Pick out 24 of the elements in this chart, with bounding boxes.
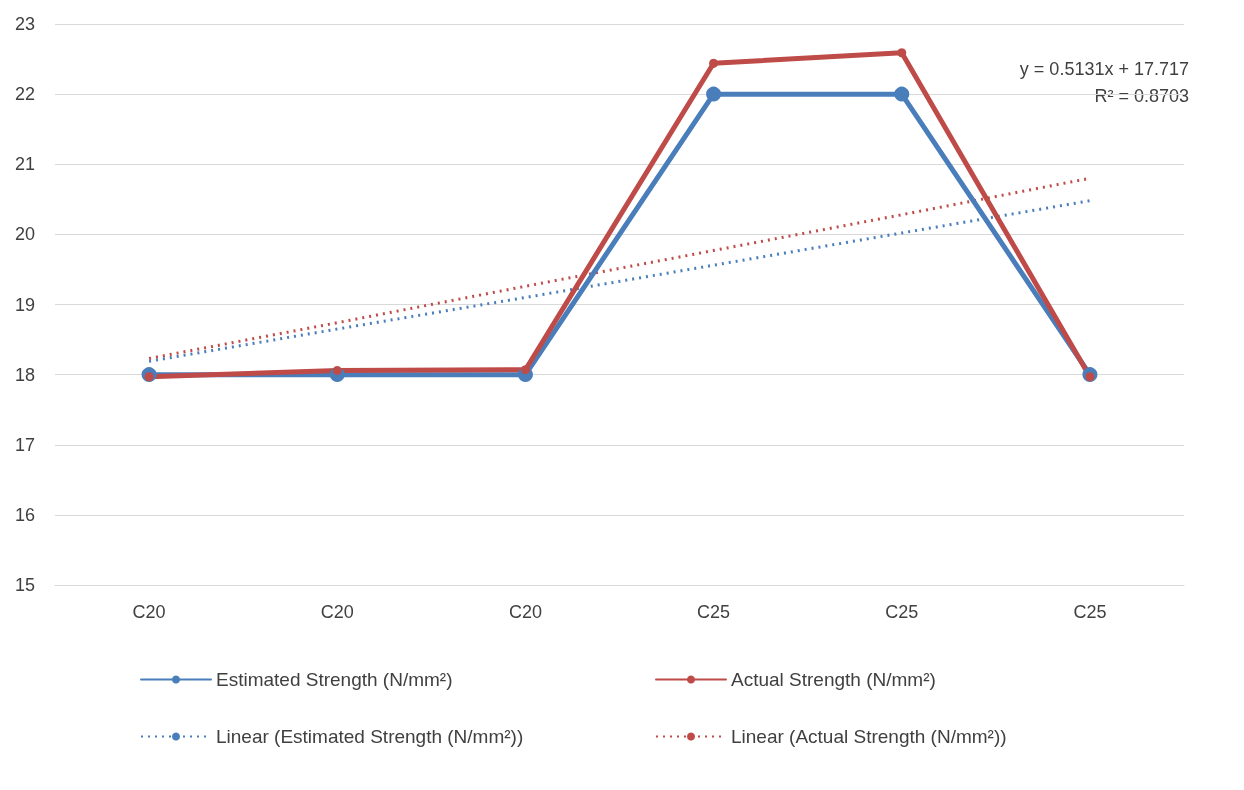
x-tick-label: C20 bbox=[320, 602, 354, 622]
y-tick-label: 19 bbox=[14, 294, 35, 315]
y-tick-label: 22 bbox=[14, 84, 35, 105]
y-tick-label: 18 bbox=[14, 364, 35, 385]
point bbox=[706, 86, 722, 102]
y-tick-label: 21 bbox=[14, 154, 35, 175]
y-tick-label: 15 bbox=[14, 575, 35, 595]
y-tick-label: 23 bbox=[14, 14, 35, 34]
legend-label: Actual Strength (N/mm²) bbox=[731, 669, 936, 690]
annotation: y = 0.5131x + 17.717 bbox=[1019, 59, 1189, 79]
point bbox=[897, 48, 907, 58]
x-tick-label: C25 bbox=[1073, 602, 1107, 622]
y-tick-label: 17 bbox=[14, 434, 35, 455]
y-tick-label: 16 bbox=[14, 504, 35, 525]
legend-label: Linear (Actual Strength (N/mm²)) bbox=[731, 726, 1007, 747]
point bbox=[709, 58, 719, 68]
x-tick-label: C25 bbox=[885, 602, 919, 622]
x-tick-label: C20 bbox=[508, 602, 542, 622]
legend-label: Linear (Estimated Strength (N/mm²)) bbox=[216, 726, 524, 747]
legend-label: Estimated Strength (N/mm²) bbox=[216, 669, 453, 690]
x-tick-label: C25 bbox=[697, 602, 731, 622]
x-tick-label: C20 bbox=[132, 602, 166, 622]
point bbox=[894, 86, 910, 102]
y-tick-label: 20 bbox=[14, 224, 35, 245]
